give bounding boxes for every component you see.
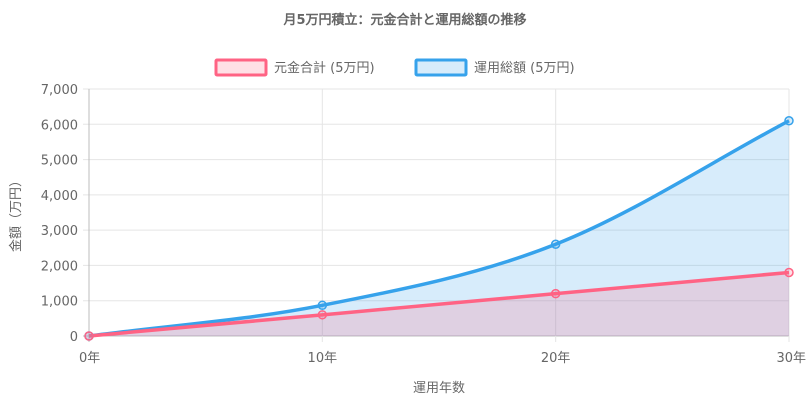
line-principal — [88, 270, 790, 338]
y-tick-label: 5,000 — [41, 154, 78, 169]
x-tick-label: 30年 — [776, 351, 806, 366]
point-principal[interactable] — [317, 310, 328, 320]
y-tick-label: 1,000 — [41, 295, 78, 310]
x-tick-label: 0年 — [79, 351, 100, 366]
x-tick-label: 10年 — [308, 351, 338, 366]
y-axis-label: 金額（万円） — [8, 174, 24, 252]
point-total[interactable] — [317, 300, 328, 311]
series-points — [84, 116, 794, 341]
legend-label-total: 運用総額 (5万円) — [474, 61, 575, 76]
chart-title: 月5万円積立：元金合計と運用総額の推移 — [282, 12, 526, 28]
y-tick-label: 2,000 — [41, 259, 78, 274]
series-lines — [88, 119, 790, 338]
line-total — [88, 119, 790, 338]
x-axis-ticks: 0年 10年 20年 30年 — [79, 351, 806, 366]
x-axis-label: 運用年数 — [413, 381, 465, 396]
point-principal[interactable] — [784, 267, 794, 278]
x-tick-label: 20年 — [541, 351, 571, 366]
y-tick-label: 6,000 — [41, 118, 78, 133]
area-total — [89, 120, 789, 336]
point-total[interactable] — [784, 116, 794, 126]
y-axis-ticks: 0 1,000 2,000 3,000 4,000 5,000 6,000 7,000 — [41, 83, 78, 345]
y-tick-label: 4,000 — [41, 189, 78, 204]
legend-item-principal[interactable]: 元金合計 (5万円) — [214, 58, 375, 77]
y-tick-label: 0 — [70, 330, 78, 345]
legend-swatch-principal — [214, 58, 268, 77]
point-principal[interactable] — [550, 288, 561, 299]
y-tick-label: 7,000 — [41, 83, 78, 98]
point-principal[interactable] — [84, 331, 94, 341]
legend: 元金合計 (5万円) 運用総額 (5万円) — [214, 58, 575, 77]
y-tick-label: 3,000 — [41, 224, 78, 239]
legend-swatch-total — [414, 58, 468, 77]
legend-item-total[interactable]: 運用総額 (5万円) — [414, 58, 575, 77]
point-total[interactable] — [550, 239, 561, 250]
grid — [83, 88, 790, 342]
legend-label-principal: 元金合計 (5万円) — [274, 60, 375, 76]
